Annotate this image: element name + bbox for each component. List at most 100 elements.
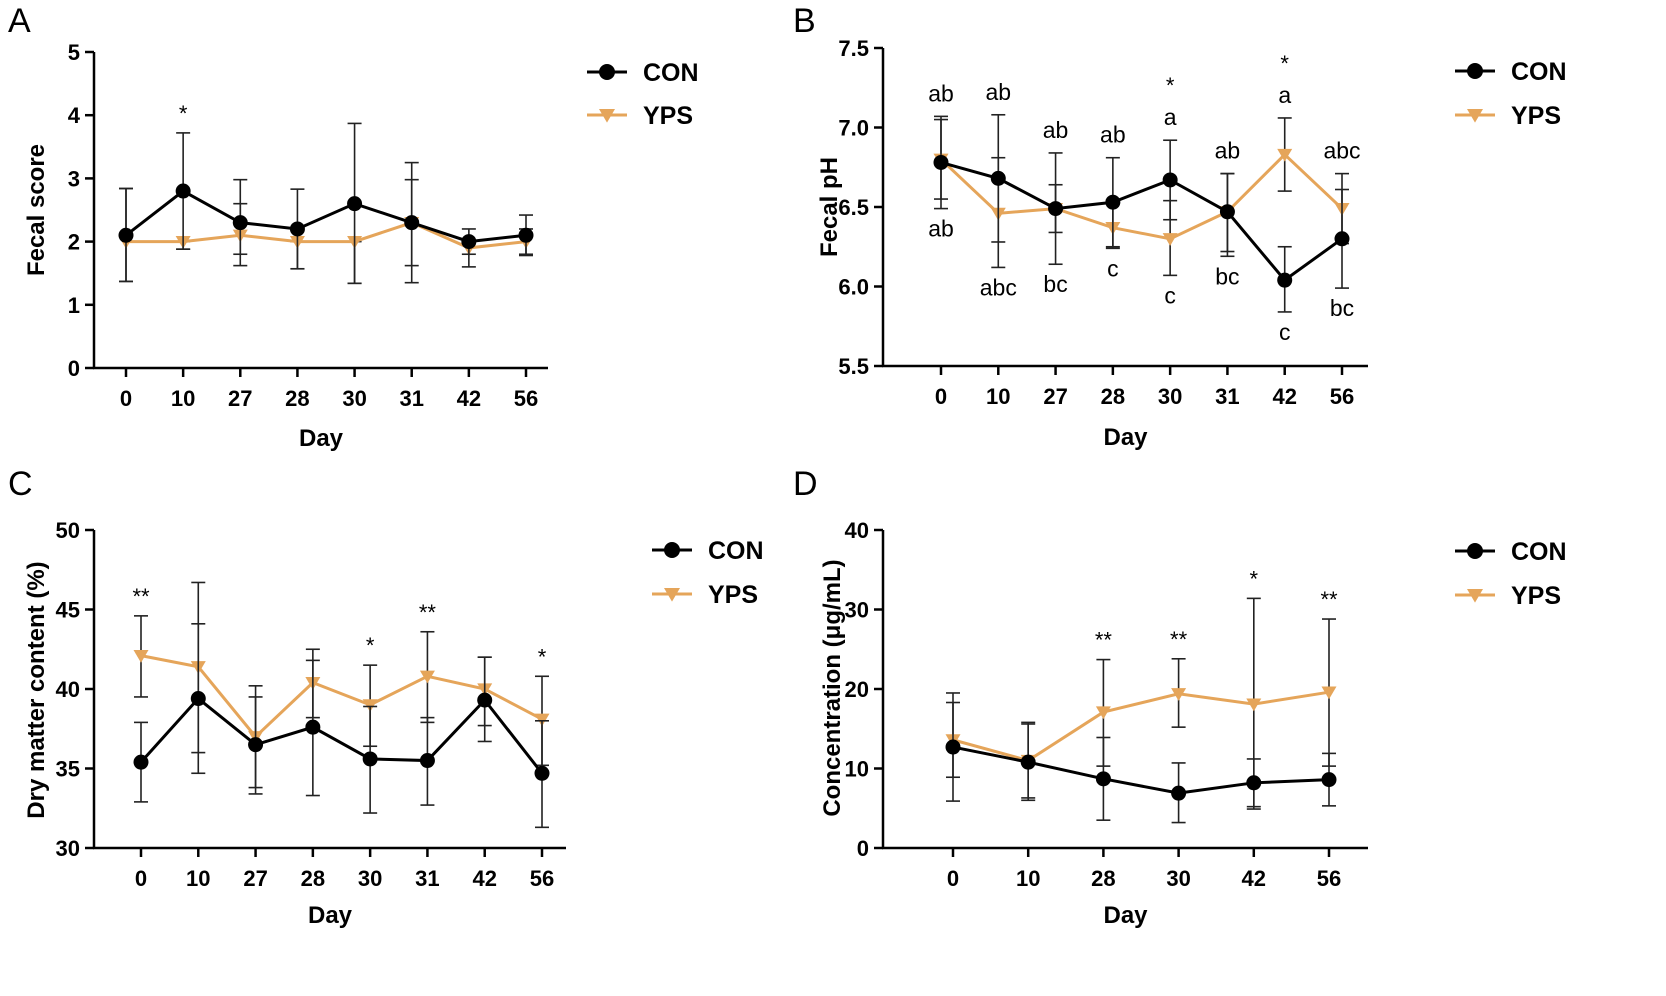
panel-label-d: D [793,465,818,503]
x-tick-label: 42 [1272,384,1296,409]
y-tick-label: 0 [68,356,80,381]
significance-marker: * [1250,566,1259,591]
x-tick-label: 0 [947,866,959,891]
x-tick-label: 42 [472,866,496,891]
legend-marker-yps [599,109,615,123]
y-tick-label: 3 [68,166,80,191]
legend-marker-con [1467,543,1483,559]
x-tick-label: 0 [935,384,947,409]
panel-c: C 30 35 40 45 50 0 10 27 28 30 31 42 56 Day Dry matter … [8,465,764,929]
y-tick-label: 30 [845,598,869,623]
y-tick-label: 40 [845,518,869,543]
series-yps [933,115,1350,277]
x-tick-label: 31 [399,386,423,411]
legend-label-yps: YPS [1511,582,1561,610]
significance-marker: * [179,101,188,126]
data-point-con [118,227,134,243]
x-tick-label: 27 [228,386,252,411]
data-point-yps [1095,706,1111,720]
data-point-con [1020,754,1036,770]
data-point-yps [1246,698,1262,712]
legend-label-con: CON [1511,58,1567,86]
letter-bottom: ab [928,216,954,242]
legend-label-con: CON [1511,538,1567,566]
y-tick-label: 35 [56,757,80,782]
data-point-con [289,221,305,237]
data-point-yps [534,713,550,727]
x-axis-label: Day [1103,902,1148,929]
series-con [945,692,1337,824]
panel-label-c: C [8,465,33,503]
y-tick-label: 5.5 [838,354,869,379]
y-axis-label: Fecal pH [816,157,843,257]
letter-bottom: c [1107,255,1119,281]
letter-bottom: bc [1330,295,1354,321]
significance-marker: * [366,633,375,658]
data-point-con [1171,785,1187,801]
data-point-yps [362,699,378,713]
data-point-con [534,765,550,781]
data-point-con [1095,771,1111,787]
series-line-con [139,696,544,775]
letter-top: ab [928,80,954,106]
legend-label-con: CON [708,537,764,565]
panel-b: B 5.5 6.0 6.5 7.0 7.5 0 10 27 28 30 31 42 56 Day Fecal … [793,2,1567,451]
series-con [133,623,550,829]
y-tick-label: 10 [845,757,869,782]
legend-marker-con [664,542,680,558]
series-yps [945,597,1337,810]
x-tick-label: 30 [1166,866,1190,891]
significance-marker: * [1280,51,1289,76]
data-point-con [933,154,949,170]
data-point-con [1277,272,1293,288]
x-tick-label: 56 [530,866,554,891]
x-tick-label: 10 [1016,866,1040,891]
x-tick-label: 31 [415,866,439,891]
x-tick-label: 10 [186,866,210,891]
y-tick-label: 4 [68,103,81,128]
y-tick-label: 45 [56,598,80,623]
y-tick-label: 50 [56,518,80,543]
data-point-yps [419,670,435,684]
data-point-con [232,215,248,231]
significance-marker: ** [132,584,150,609]
x-tick-label: 56 [1317,866,1341,891]
significance-marker: ** [1320,587,1338,612]
x-axis-label: Day [299,425,344,452]
letter-bottom: c [1164,282,1176,308]
data-point-con [248,737,264,753]
letter-top: a [1164,104,1177,130]
legend-marker-con [599,64,615,80]
x-tick-label: 30 [342,386,366,411]
series-line-con [952,745,1330,795]
series-line-yps [952,690,1330,763]
series-line-con [125,189,527,244]
series-line-yps [939,152,1344,241]
data-point-con [404,215,420,231]
significance-marker: * [1166,73,1175,98]
x-tick-label: 28 [301,866,325,891]
letter-bottom: abc [980,274,1017,300]
letter-bottom: bc [1215,263,1239,289]
data-point-con [1219,204,1235,220]
series-line-yps [126,221,527,250]
x-tick-label: 56 [514,386,538,411]
data-point-con [1321,772,1337,788]
data-point-con [1162,172,1178,188]
data-point-con [133,754,149,770]
letter-bottom: bc [1043,271,1067,297]
legend-marker-con [1467,63,1483,79]
letter-top: ab [985,79,1011,105]
x-tick-label: 28 [285,386,309,411]
data-point-con [190,691,206,707]
letter-top: abc [1323,138,1360,164]
data-point-con [305,719,321,735]
panel-d: D 0 10 20 30 40 0 10 28 30 42 56 Day Concentration (μ… [793,465,1567,929]
x-tick-label: 56 [1330,384,1354,409]
data-point-con [175,183,191,199]
legend-label-yps: YPS [643,102,693,130]
series-yps [133,581,550,789]
significance-marker: ** [1170,627,1188,652]
x-tick-label: 30 [1158,384,1182,409]
